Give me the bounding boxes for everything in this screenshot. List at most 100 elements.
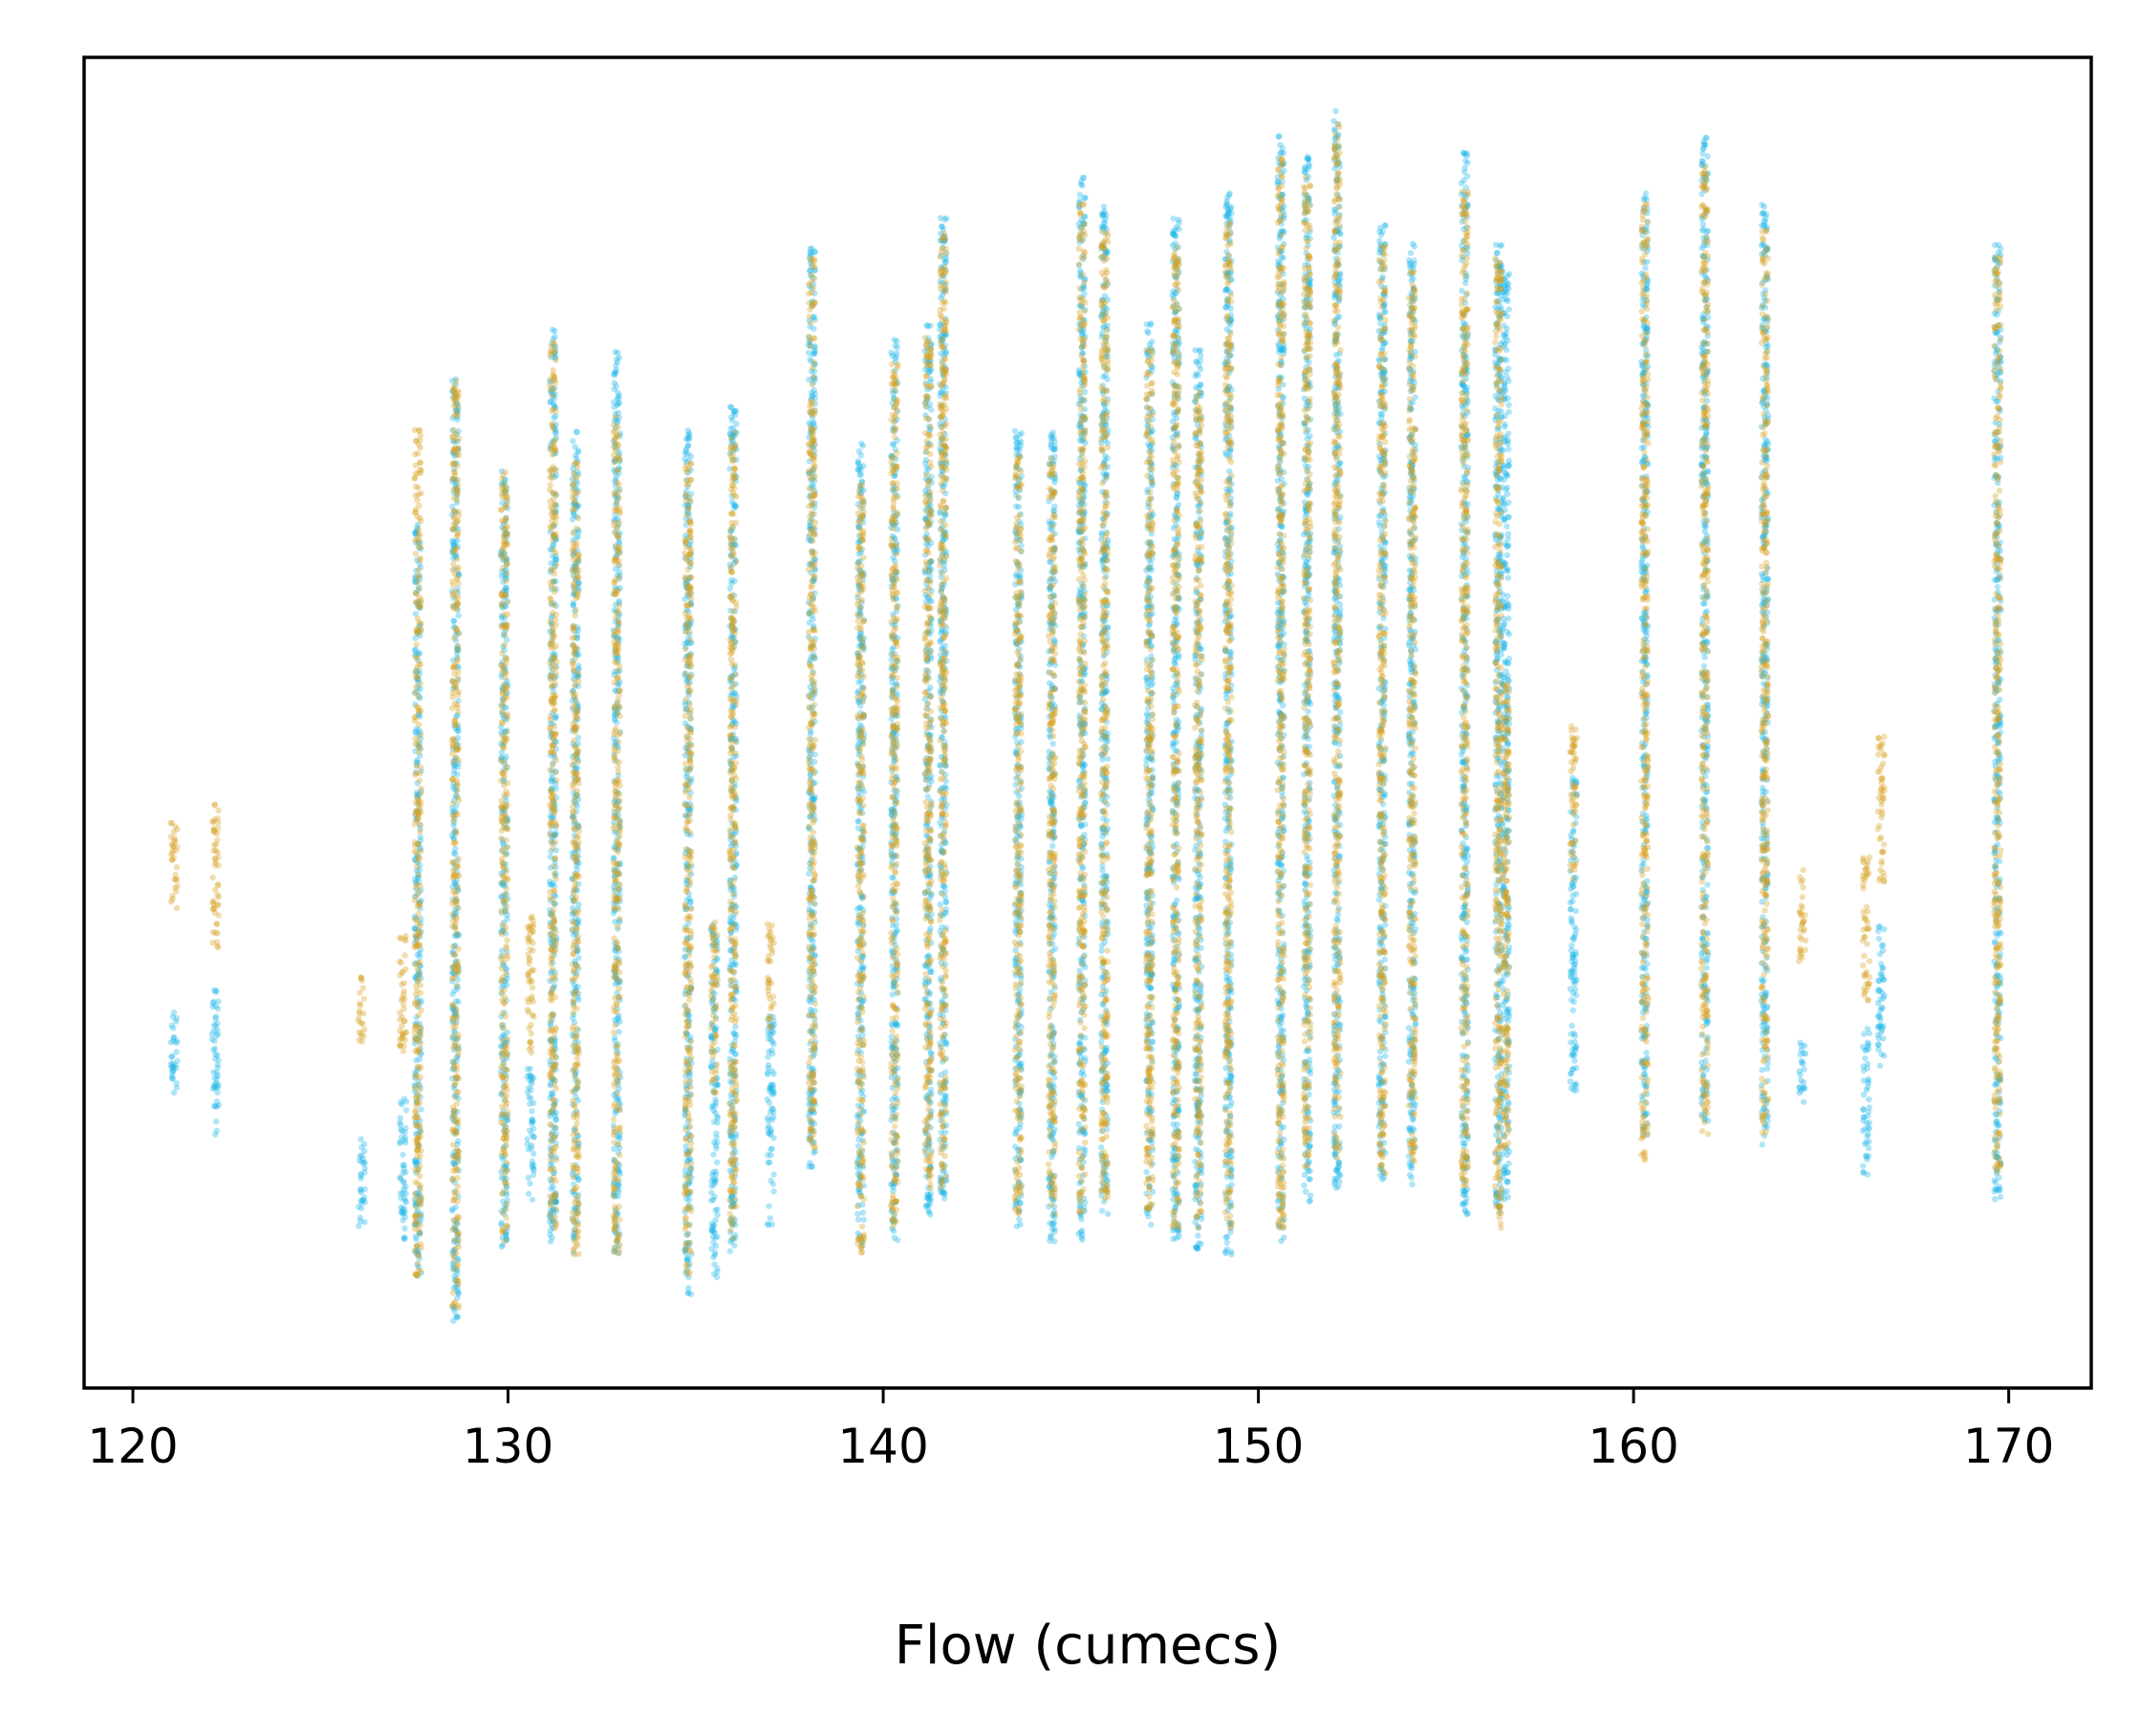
- data-point: [210, 987, 218, 994]
- data-point: [855, 817, 862, 824]
- data-point: [397, 1139, 403, 1146]
- data-point: [398, 1126, 404, 1133]
- data-point: [173, 1080, 180, 1087]
- data-point: [894, 344, 901, 351]
- data-point: [170, 1089, 178, 1096]
- data-point: [710, 1118, 718, 1125]
- data-point: [765, 1053, 771, 1060]
- data-point: [928, 968, 935, 976]
- data-point: [728, 580, 735, 587]
- data-point: [401, 1198, 409, 1204]
- data-point: [686, 1196, 693, 1204]
- data-point: [888, 349, 895, 356]
- data-point: [211, 1080, 218, 1088]
- data-point: [455, 764, 462, 770]
- data-point: [571, 982, 577, 988]
- data-point: [400, 1217, 406, 1224]
- data-point: [527, 1180, 533, 1187]
- data-point: [768, 1047, 775, 1053]
- data-point: [214, 1020, 221, 1027]
- data-point: [687, 453, 694, 460]
- data-point: [765, 1069, 771, 1075]
- data-point: [397, 1119, 403, 1126]
- data-point: [170, 1009, 178, 1016]
- plot-area: [167, 107, 2004, 1324]
- data-point: [893, 350, 900, 357]
- data-point: [212, 1013, 220, 1020]
- data-point: [766, 1099, 772, 1106]
- data-point: [860, 789, 868, 795]
- data-point: [547, 1231, 553, 1238]
- data-point: [530, 1118, 536, 1125]
- data-point: [811, 386, 817, 394]
- data-point: [766, 1203, 772, 1209]
- data-point: [570, 438, 576, 445]
- data-point: [713, 1145, 720, 1152]
- data-point: [525, 1174, 532, 1182]
- data-point: [711, 1251, 719, 1259]
- data-point: [730, 501, 738, 508]
- data-point: [401, 1225, 408, 1232]
- data-point: [687, 899, 694, 905]
- data-point: [765, 1031, 771, 1037]
- data-point: [215, 1101, 223, 1109]
- data-point: [455, 612, 462, 619]
- data-point: [399, 1208, 405, 1215]
- data-point: [210, 1069, 217, 1075]
- data-point: [859, 1209, 866, 1216]
- data-point: [454, 1313, 461, 1320]
- data-point: [807, 1160, 813, 1166]
- data-point: [213, 1098, 221, 1105]
- data-point: [416, 950, 423, 957]
- data-point: [615, 349, 621, 357]
- data-point: [1050, 434, 1057, 442]
- data-point: [710, 1151, 717, 1158]
- data-point: [1016, 1216, 1023, 1223]
- data-point: [548, 560, 554, 567]
- data-point: [570, 1015, 576, 1022]
- data-point: [167, 1061, 174, 1068]
- data-point: [714, 1159, 721, 1166]
- data-point: [400, 1189, 406, 1197]
- data-point: [173, 1049, 180, 1055]
- data-point: [212, 988, 219, 995]
- data-point: [854, 1216, 862, 1224]
- data-point: [450, 618, 457, 624]
- data-point: [938, 214, 944, 222]
- data-point: [683, 1255, 691, 1262]
- data-point: [1048, 1234, 1054, 1241]
- data-point: [548, 1185, 554, 1192]
- data-point: [943, 215, 950, 222]
- data-point: [213, 1075, 220, 1082]
- data-point: [210, 1047, 217, 1053]
- data-point: [548, 881, 555, 888]
- data-point: [575, 1176, 582, 1183]
- data-point: [1017, 438, 1025, 445]
- data-point: [361, 1194, 368, 1201]
- data-point: [924, 323, 931, 330]
- data-point: [503, 753, 509, 760]
- data-point: [732, 962, 739, 968]
- data-point: [711, 1139, 718, 1146]
- data-point: [398, 1134, 405, 1141]
- data-point: [889, 679, 896, 686]
- data-point: [928, 406, 935, 413]
- data-point: [498, 1244, 505, 1250]
- series-1-column-1: [167, 1009, 181, 1096]
- data-point: [889, 1022, 896, 1029]
- data-point: [529, 1075, 535, 1083]
- data-point: [449, 1207, 456, 1214]
- data-point: [452, 845, 459, 852]
- data-point: [730, 1030, 737, 1036]
- data-point: [806, 619, 812, 626]
- data-point: [1015, 504, 1023, 510]
- data-point: [611, 380, 618, 386]
- data-point: [770, 1171, 777, 1178]
- data-point: [169, 1074, 177, 1082]
- data-point: [212, 1103, 219, 1110]
- data-point: [854, 458, 862, 465]
- data-point: [767, 1215, 773, 1222]
- data-point: [767, 1085, 775, 1092]
- data-point: [548, 1238, 554, 1245]
